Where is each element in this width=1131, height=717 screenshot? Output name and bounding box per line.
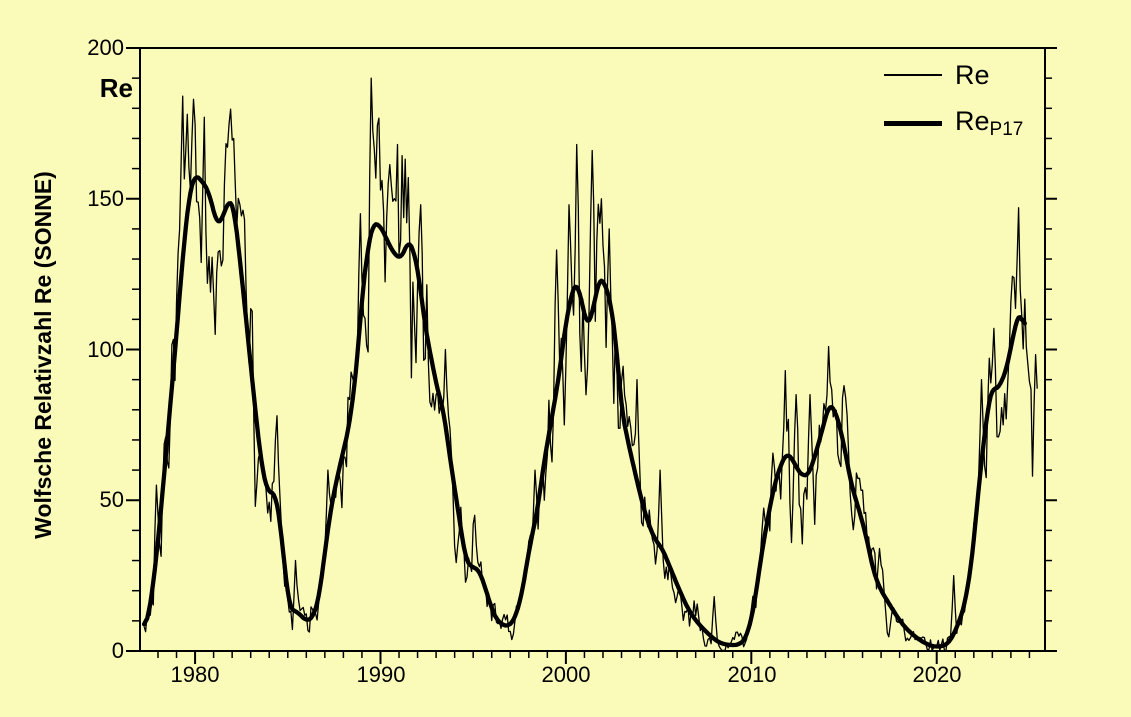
y-tick-label: 200 xyxy=(87,35,124,60)
y-tick-label: 50 xyxy=(99,487,124,512)
legend-label-re: Re xyxy=(955,60,990,90)
y-axis-title: Wolfsche Relativzahl Re (SONNE) xyxy=(30,171,56,539)
x-tick-label: 1980 xyxy=(170,662,220,687)
re-monthly-line xyxy=(143,77,1038,652)
legend: Re ReP17 xyxy=(884,51,1023,147)
thick-line-sample xyxy=(884,120,942,126)
x-tick-label: 1990 xyxy=(356,662,406,687)
legend-label-subscript: P17 xyxy=(989,119,1024,140)
legend-item-re: Re xyxy=(884,51,1023,99)
y-axis-unit-label: Re xyxy=(99,73,133,103)
x-tick-label: 2000 xyxy=(541,662,591,687)
legend-label-re-p17: ReP17 xyxy=(955,106,1024,140)
y-tick-label: 0 xyxy=(111,638,124,663)
re-p17-line xyxy=(141,175,1027,649)
x-tick-label: 2010 xyxy=(727,662,777,687)
x-tick-label: 2020 xyxy=(912,662,962,687)
y-tick-label: 100 xyxy=(87,337,124,362)
y-tick-label: 150 xyxy=(87,186,124,211)
thin-line-sample xyxy=(884,74,942,76)
legend-item-re-p17: ReP17 xyxy=(884,99,1023,147)
